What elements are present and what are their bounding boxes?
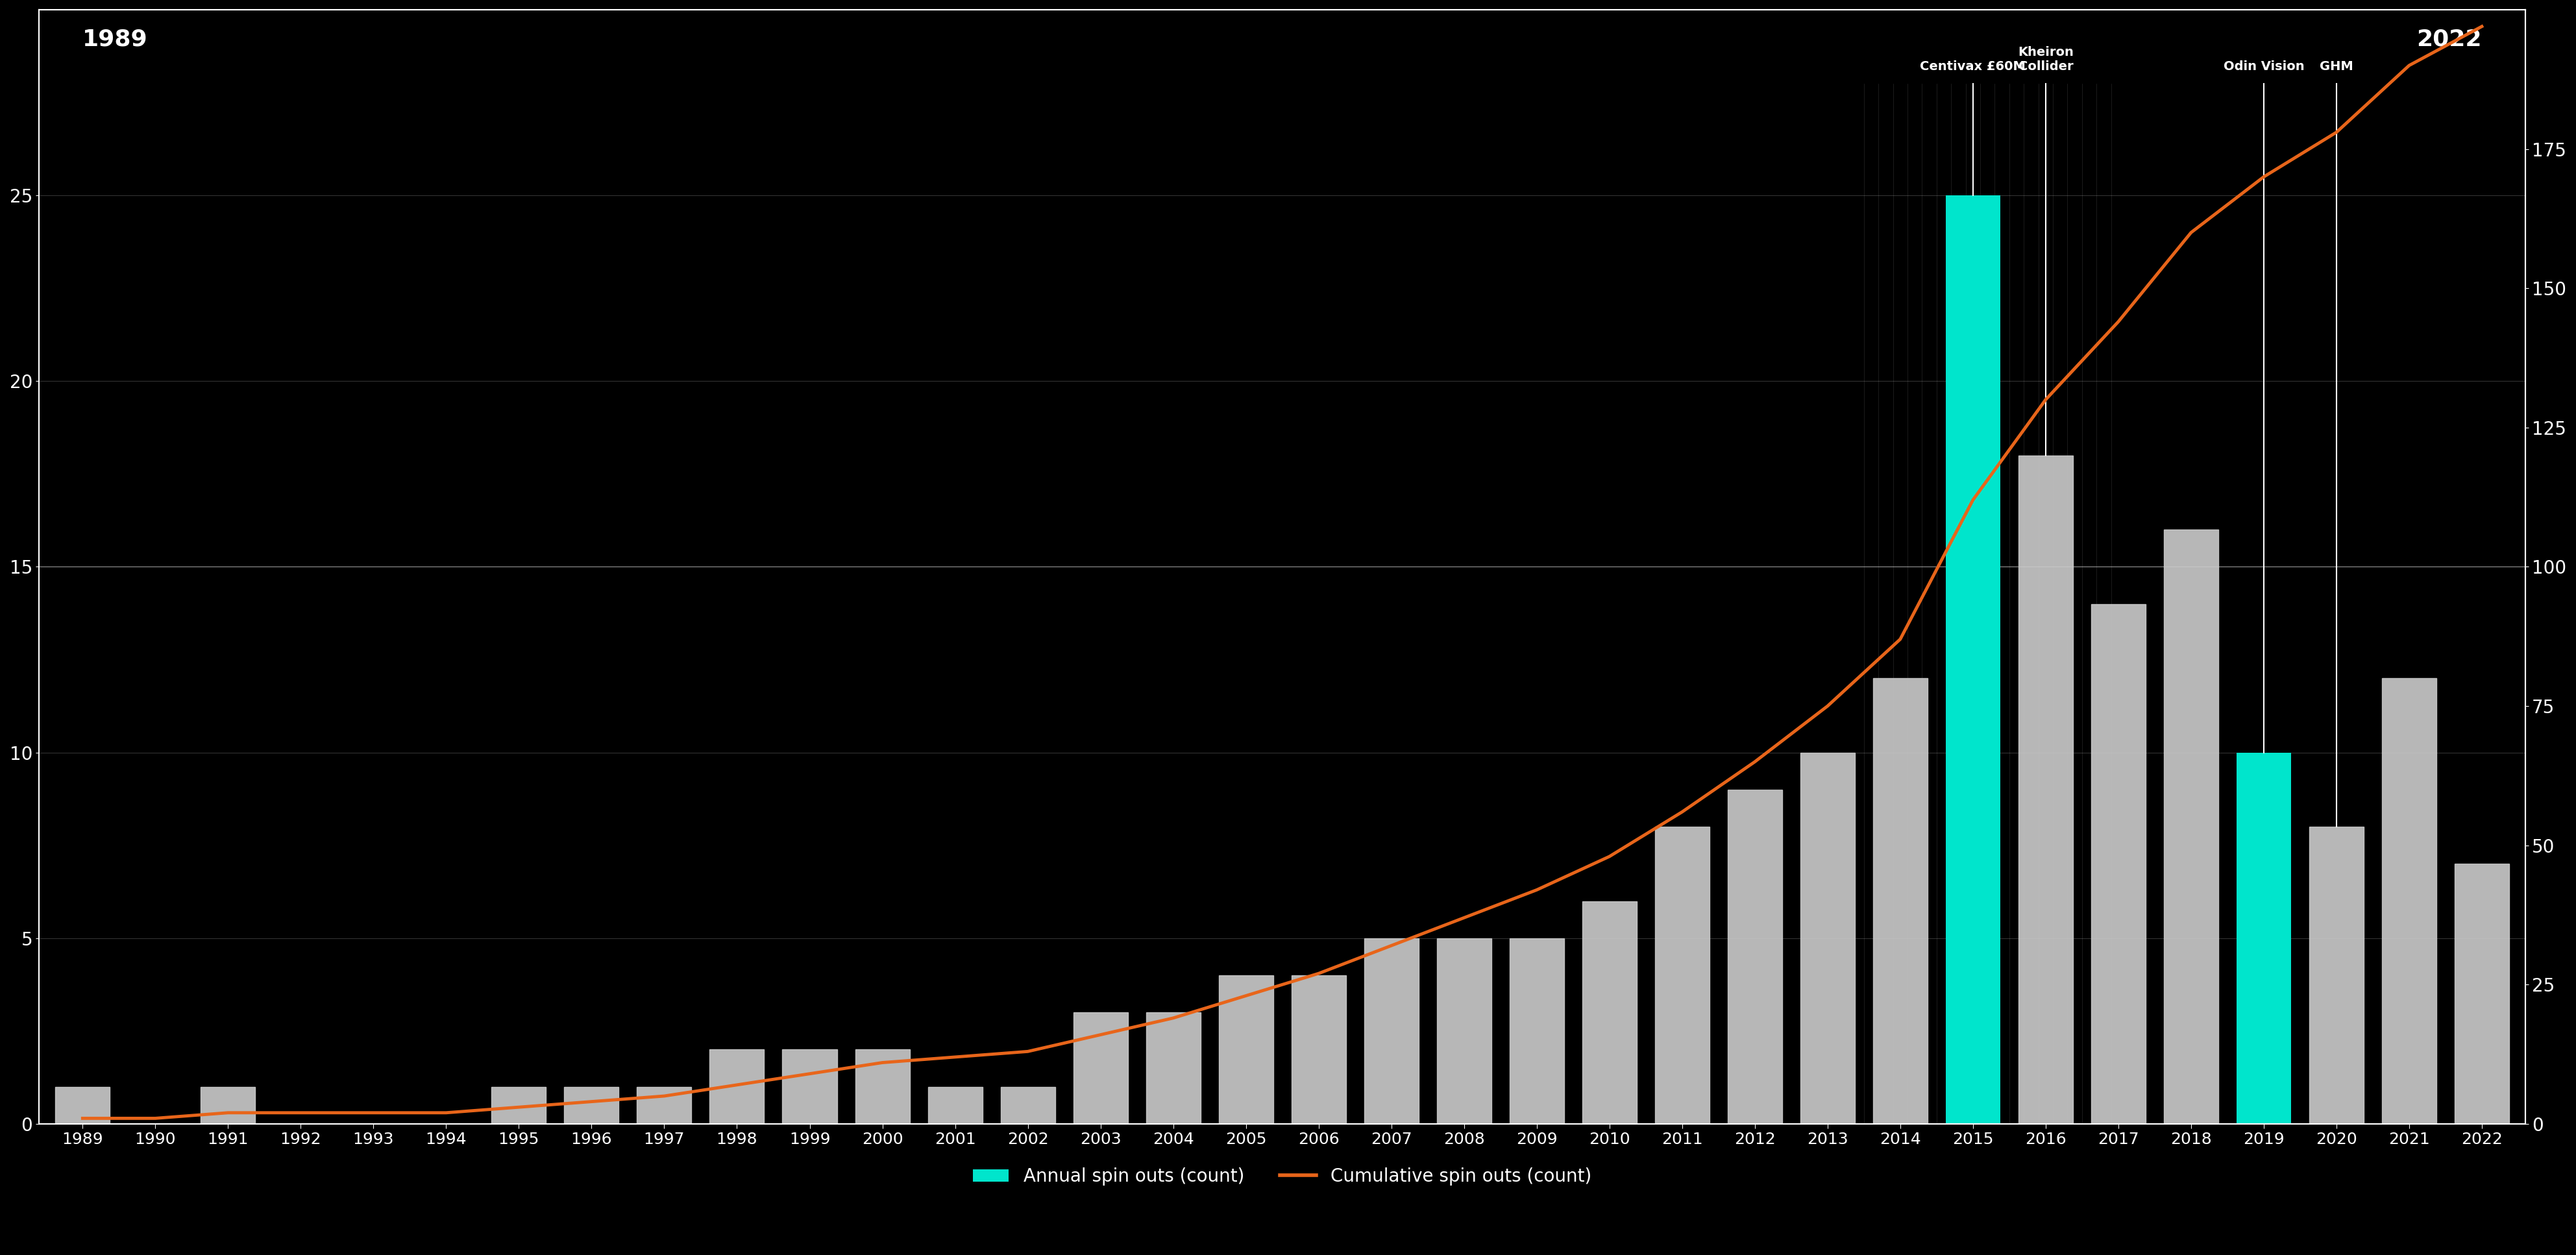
Bar xyxy=(1582,901,1636,1124)
Text: Odin Vision: Odin Vision xyxy=(2223,60,2303,73)
Text: 2022: 2022 xyxy=(2416,29,2481,50)
Bar xyxy=(2164,530,2218,1124)
Bar xyxy=(1218,975,1273,1124)
Bar xyxy=(2308,827,2365,1124)
Bar xyxy=(492,1087,546,1124)
Bar xyxy=(1510,939,1564,1124)
Text: GHM: GHM xyxy=(2318,60,2354,73)
Bar xyxy=(54,1087,111,1124)
Bar xyxy=(564,1087,618,1124)
Bar xyxy=(2092,604,2146,1124)
Bar xyxy=(2236,753,2290,1124)
Bar xyxy=(711,1049,765,1124)
Bar xyxy=(2020,456,2074,1124)
Bar xyxy=(1437,939,1492,1124)
Bar xyxy=(1945,196,1999,1124)
Bar xyxy=(201,1087,255,1124)
Bar xyxy=(1728,789,1783,1124)
Bar xyxy=(1365,939,1419,1124)
Text: Centivax £60M: Centivax £60M xyxy=(1919,60,2025,73)
Bar xyxy=(855,1049,909,1124)
Bar xyxy=(1074,1013,1128,1124)
Legend: Annual spin outs (count), Cumulative spin outs (count): Annual spin outs (count), Cumulative spi… xyxy=(966,1161,1600,1192)
Bar xyxy=(1146,1013,1200,1124)
Bar xyxy=(783,1049,837,1124)
Bar xyxy=(999,1087,1056,1124)
Bar xyxy=(1291,975,1345,1124)
Text: Kheiron
Collider: Kheiron Collider xyxy=(2017,46,2074,73)
Bar xyxy=(927,1087,981,1124)
Bar xyxy=(1801,753,1855,1124)
Bar xyxy=(636,1087,690,1124)
Bar xyxy=(1654,827,1710,1124)
Bar xyxy=(2383,678,2437,1124)
Text: 1989: 1989 xyxy=(82,29,147,50)
Bar xyxy=(2455,863,2509,1124)
Bar xyxy=(1873,678,1927,1124)
